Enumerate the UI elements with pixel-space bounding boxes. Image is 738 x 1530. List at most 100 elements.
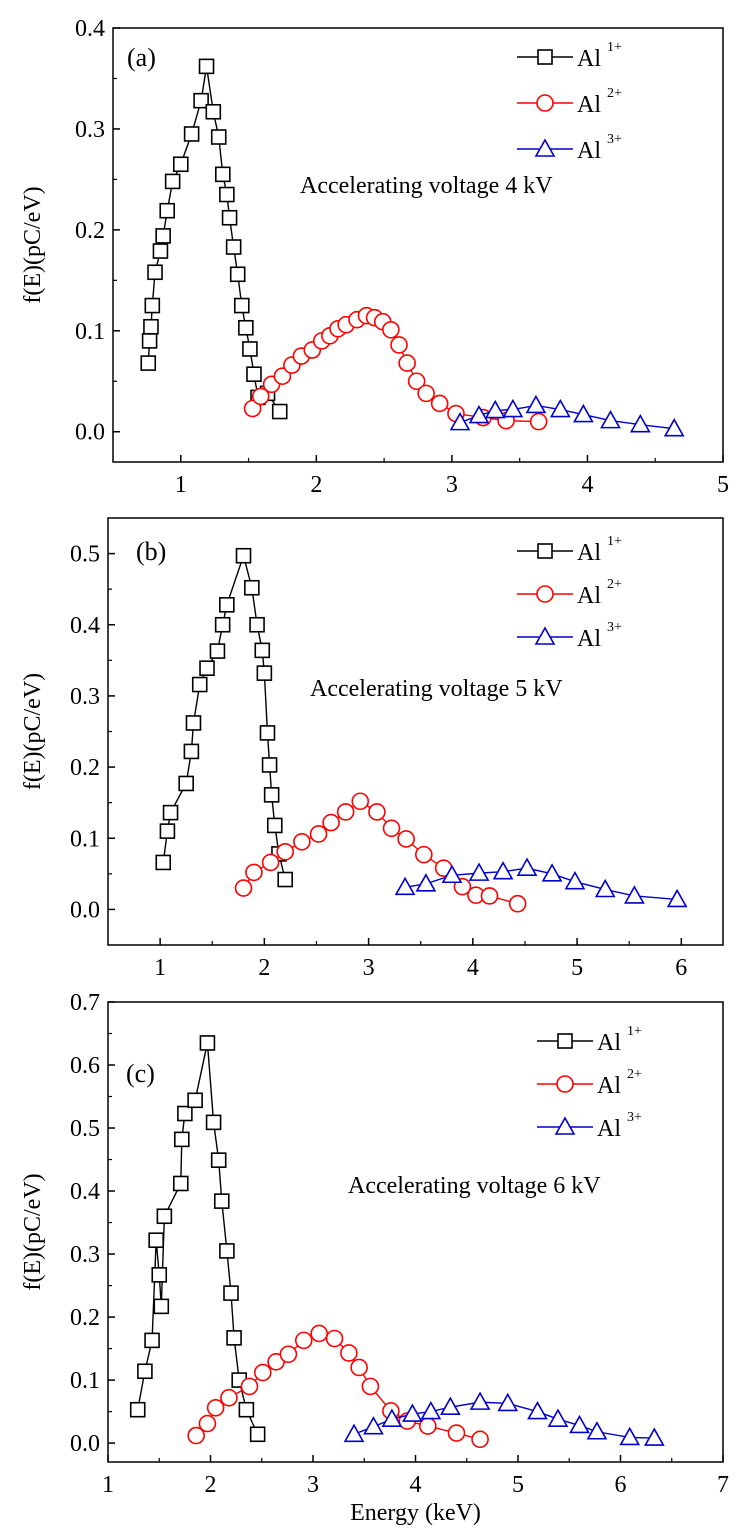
data-point	[564, 871, 586, 890]
data-point	[497, 1392, 519, 1412]
data-point	[172, 1175, 189, 1192]
data-point	[430, 394, 449, 413]
x-tick-label: 1	[154, 955, 166, 981]
data-point	[336, 803, 355, 821]
legend-superscript: 2+	[607, 86, 622, 101]
data-point	[541, 863, 563, 882]
legend-label: Al	[597, 1030, 621, 1056]
data-point	[273, 367, 292, 386]
data-point	[238, 319, 254, 336]
x-tick-label: 2	[310, 472, 322, 498]
data-point	[402, 1403, 423, 1422]
data-point	[213, 1193, 230, 1209]
data-point	[225, 239, 242, 255]
legend-label: Al	[577, 540, 601, 566]
data-point	[594, 878, 616, 898]
data-point	[234, 879, 253, 897]
data-point	[447, 1424, 466, 1442]
data-point	[263, 787, 280, 803]
data-point	[340, 1344, 358, 1362]
data-point	[129, 1401, 146, 1418]
x-tick-label: 3	[363, 955, 375, 981]
x-tick-label: 7	[717, 1472, 729, 1498]
data-point	[242, 341, 258, 357]
data-point	[205, 1114, 222, 1131]
legend-marker	[557, 1033, 573, 1049]
y-tick-label: 0.1	[75, 319, 105, 345]
panel-label: (c)	[126, 1059, 155, 1088]
data-point	[277, 871, 294, 888]
data-point	[249, 1426, 266, 1443]
data-point	[238, 1401, 255, 1418]
data-point	[147, 264, 163, 281]
data-point	[233, 297, 250, 314]
data-point	[141, 333, 158, 349]
legend-superscript: 2+	[627, 1067, 642, 1082]
data-point	[155, 228, 171, 244]
data-point	[441, 864, 463, 884]
data-point	[246, 366, 262, 382]
legend-superscript: 1+	[607, 534, 622, 549]
x-tick-label: 6	[615, 1472, 627, 1498]
series-al1plus	[129, 1035, 266, 1443]
series-line	[459, 404, 675, 430]
data-point	[310, 1324, 328, 1343]
data-point	[415, 845, 433, 864]
data-point	[152, 243, 169, 259]
series-line	[162, 553, 286, 880]
legend-entry-al2plus: Al 2+	[517, 86, 622, 118]
data-point	[172, 156, 189, 173]
x-tick-label: 1	[102, 1472, 114, 1498]
data-point	[420, 1400, 442, 1420]
legend-marker	[554, 1116, 576, 1135]
data-point	[309, 825, 328, 843]
data-point	[249, 616, 265, 633]
legend-marker	[537, 543, 553, 559]
x-tick-label: 2	[205, 1472, 217, 1498]
legend-superscript: 3+	[607, 132, 622, 147]
data-point	[191, 676, 208, 693]
data-point	[261, 757, 278, 773]
y-tick-label: 0.2	[70, 1305, 100, 1331]
y-tick-label: 0.7	[70, 990, 100, 1016]
data-point	[529, 412, 548, 431]
panel-label: (b)	[136, 537, 166, 566]
y-tick-label: 0.2	[75, 218, 105, 244]
data-point	[199, 1035, 216, 1051]
legend-superscript: 3+	[607, 620, 622, 635]
data-point	[261, 853, 280, 872]
data-point	[177, 1105, 193, 1122]
data-point	[492, 861, 514, 880]
legend-label: Al	[597, 1073, 621, 1099]
legend-entry-al3plus: Al 3+	[517, 132, 622, 164]
legend-entry-al1plus: Al 1+	[517, 40, 622, 72]
data-point	[343, 1423, 365, 1443]
legend-superscript: 3+	[627, 1110, 642, 1125]
y-axis-label: f(E)(pC/eV)	[20, 186, 46, 303]
data-point	[144, 1332, 160, 1349]
data-point	[397, 830, 415, 848]
x-axis-label: Energy (keV)	[350, 1500, 481, 1526]
data-point	[480, 887, 499, 905]
series-al2plus	[234, 792, 527, 913]
data-point	[516, 857, 538, 876]
data-point	[210, 1152, 227, 1168]
data-point	[178, 775, 194, 792]
data-point	[322, 813, 340, 832]
data-point	[468, 862, 490, 881]
data-point	[137, 1363, 153, 1380]
legend-entry-al1plus: Al 1+	[537, 1024, 642, 1056]
x-tick-label: 3	[446, 472, 458, 498]
data-point	[219, 597, 235, 613]
data-point	[363, 1416, 384, 1435]
data-point	[223, 1285, 239, 1301]
data-point	[381, 1408, 403, 1427]
data-point	[240, 1377, 259, 1396]
data-point	[666, 888, 688, 908]
data-point	[417, 384, 435, 403]
y-tick-label: 0.1	[70, 826, 100, 852]
data-point	[162, 804, 179, 821]
plot-frame	[112, 27, 724, 463]
x-tick-label: 3	[307, 1472, 319, 1498]
legend-label: Al	[597, 1116, 621, 1142]
